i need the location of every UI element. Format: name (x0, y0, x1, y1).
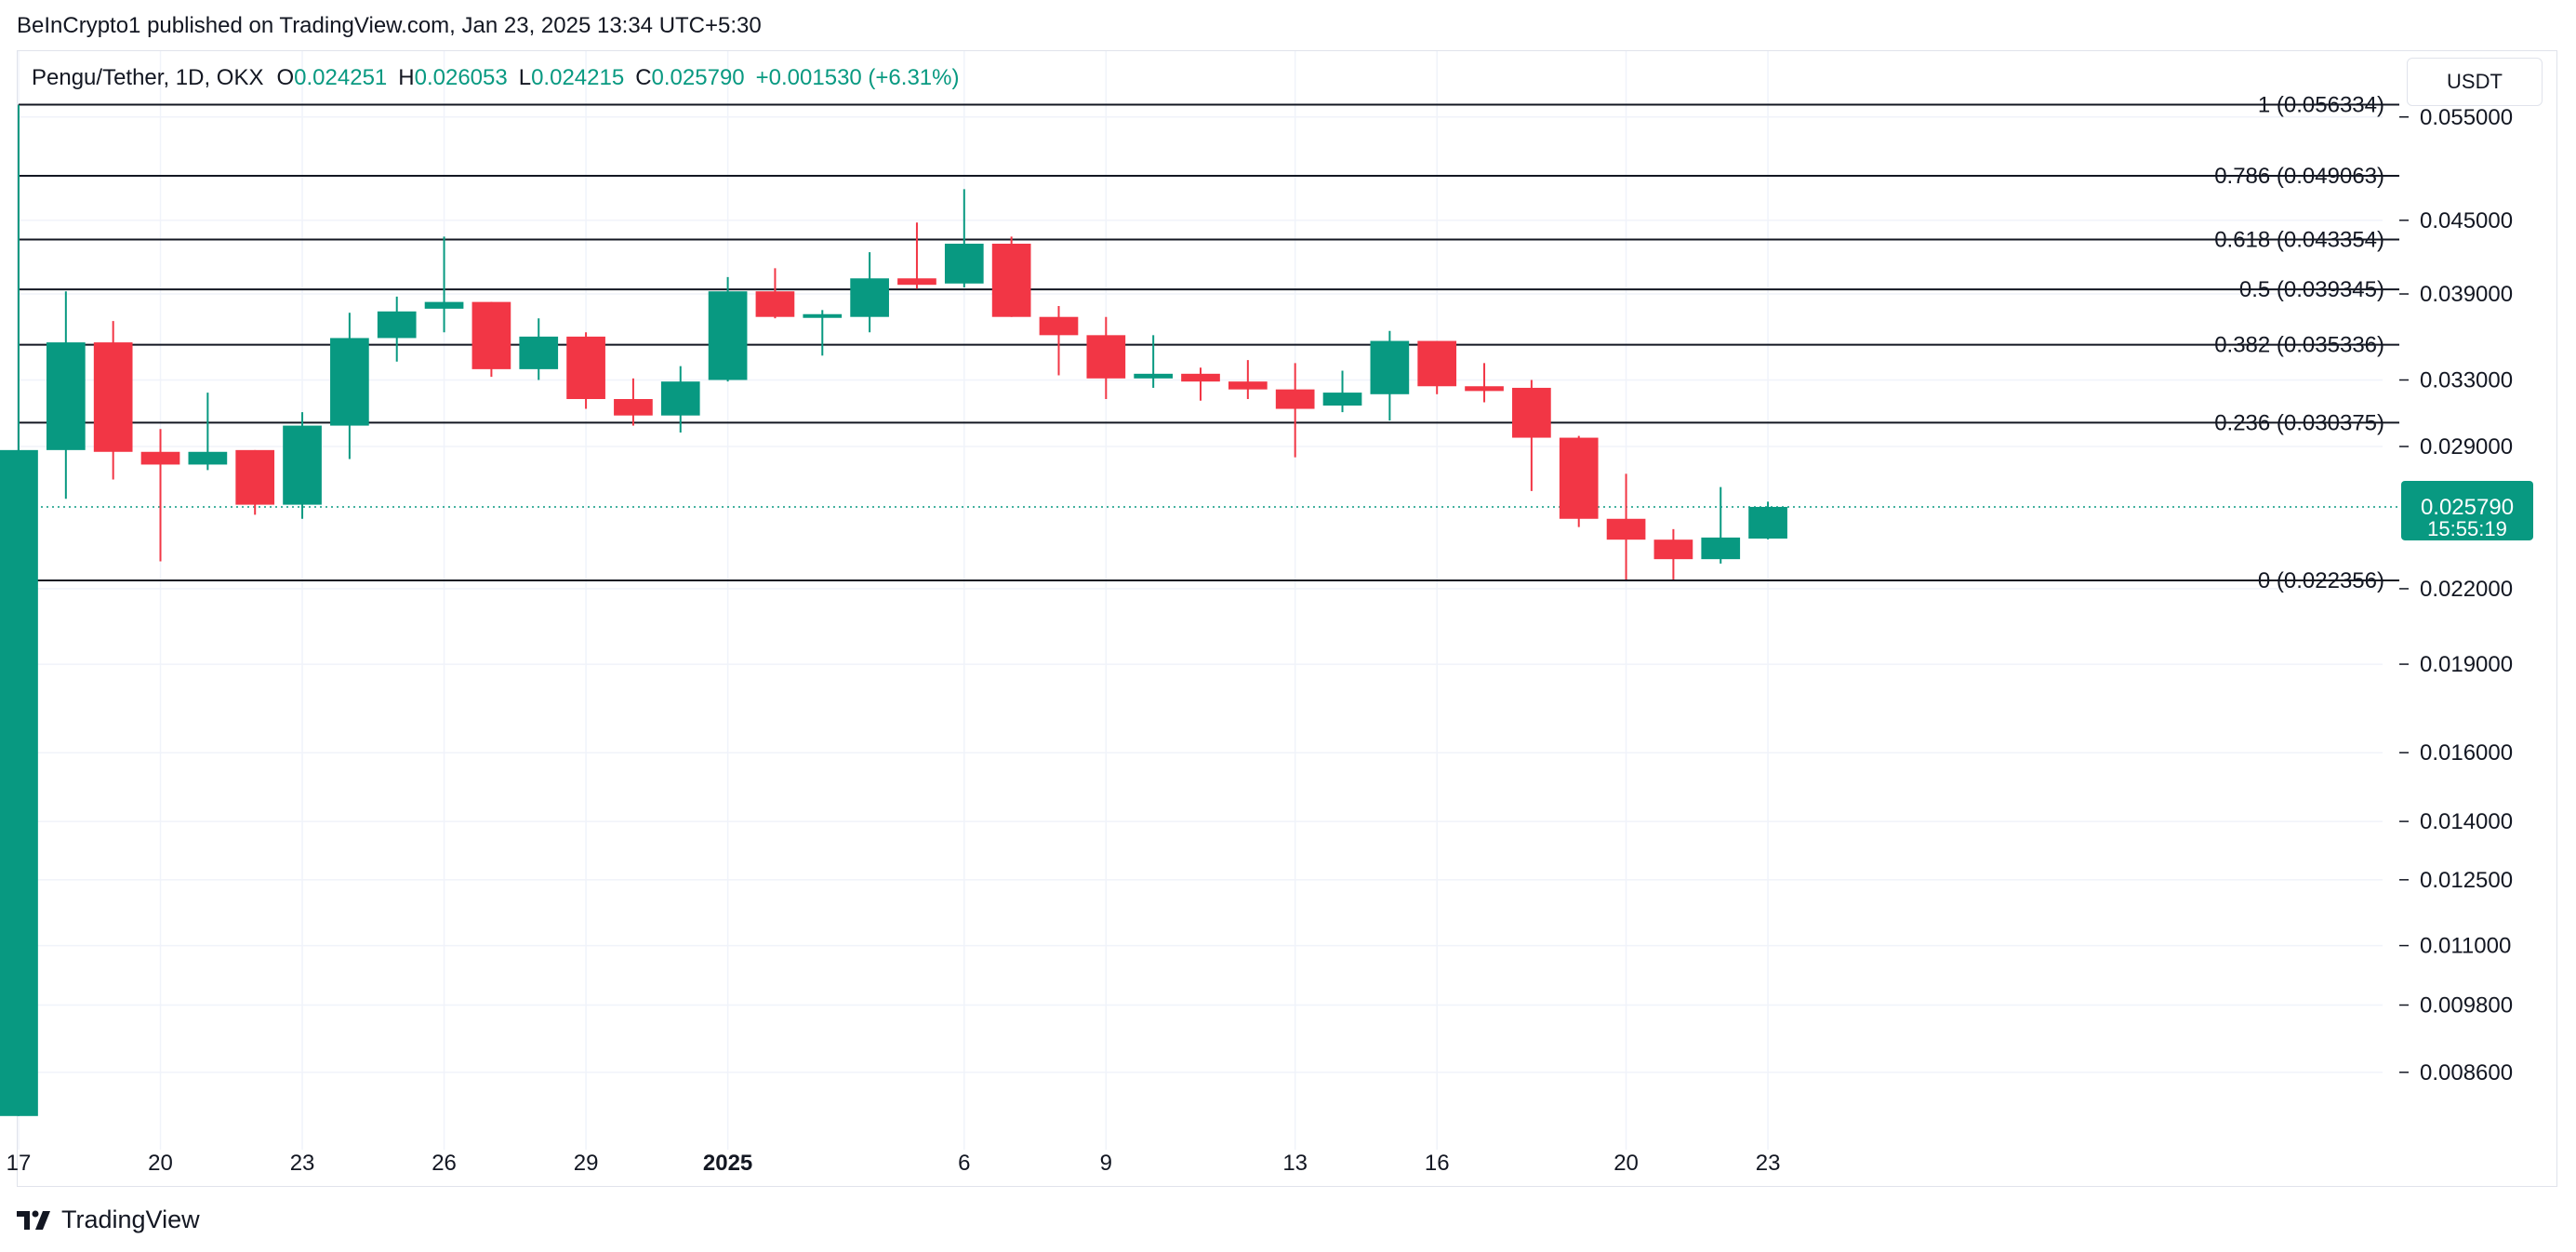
fib-label-6: 0 (0.022356) (2258, 568, 2384, 593)
candle-body-28 (1322, 393, 1362, 406)
candle-body-3 (140, 451, 180, 465)
fib-label-4: 0.382 (0.035336) (2214, 333, 2384, 358)
candle-body-0 (0, 449, 38, 1116)
candle-body-27 (1275, 389, 1315, 409)
candle-body-25 (1181, 373, 1220, 382)
open-value: 0.024251 (294, 65, 388, 90)
tradingview-logo-icon (17, 1210, 50, 1230)
fibonacci-retracement: 1 (0.056334) 0.786 (0.049063) 0.618 (0.043… (18, 92, 2399, 593)
symbol-label[interactable]: Pengu/Tether, 1D, OKX (32, 65, 264, 90)
x-tick-label-7: 9 (1100, 1151, 1112, 1176)
candle-body-19 (897, 278, 936, 286)
tradingview-footer[interactable]: TradingView (17, 1205, 200, 1234)
y-tick-label-10: 0.011000 (2420, 934, 2511, 959)
y-tick-label-4: 0.029000 (2420, 434, 2513, 460)
candle-body-4 (188, 451, 228, 465)
x-tick-label-3: 26 (432, 1151, 457, 1176)
y-tick-label-7: 0.016000 (2420, 740, 2513, 766)
y-tick-label-3: 0.033000 (2420, 367, 2513, 393)
candle-body-34 (1606, 518, 1646, 540)
candle-body-6 (283, 425, 322, 505)
y-tick-label-8: 0.014000 (2420, 809, 2513, 834)
candle-body-22 (1039, 316, 1079, 336)
attribution-text: BeInCrypto1 published on TradingView.com… (17, 13, 762, 38)
candle-body-20 (944, 243, 984, 284)
low-value: 0.024215 (531, 65, 625, 90)
candle-body-33 (1559, 437, 1599, 519)
x-tick-label-9: 16 (1425, 1151, 1450, 1176)
candle-body-32 (1512, 387, 1551, 438)
price-badge-bg (2401, 480, 2533, 540)
high-value: 0.026053 (414, 65, 508, 90)
high-label: H (398, 65, 415, 90)
x-tick-label-11: 23 (1756, 1151, 1781, 1176)
price-badge-value: 0.025790 (2421, 495, 2514, 520)
candle-body-17 (803, 313, 843, 318)
fib-label-1: 0.786 (0.049063) (2214, 164, 2384, 189)
fib-label-2: 0.618 (0.043354) (2214, 227, 2384, 252)
y-tick-label-9: 0.012500 (2420, 868, 2513, 893)
ohlc-legend: Pengu/Tether, 1D, OKX O0.024251 H0.026053 L… (32, 65, 970, 91)
candle-body-11 (519, 336, 559, 369)
low-label: L (518, 65, 532, 90)
y-tick-label-11: 0.009800 (2420, 993, 2513, 1019)
candle-body-1 (46, 342, 86, 450)
x-tick-label-0: 17 (7, 1151, 32, 1176)
candle-body-7 (330, 338, 369, 426)
x-tick-label-5: 2025 (703, 1151, 752, 1176)
candle-body-18 (850, 278, 889, 317)
y-tick-label-5: 0.022000 (2420, 577, 2513, 602)
candle-body-29 (1370, 340, 1410, 394)
time-axis: 17 20 23 26 29 2025 6 9 13 16 20 23 (7, 1151, 1781, 1176)
candle-body-5 (235, 449, 275, 505)
candle-body-21 (991, 243, 1031, 317)
candle-body-10 (471, 301, 511, 369)
candle-body-13 (614, 399, 653, 416)
tradingview-brand: TradingView (61, 1205, 200, 1233)
y-tick-label-1: 0.045000 (2420, 208, 2513, 233)
candle-body-36 (1701, 537, 1741, 560)
y-tick-label-2: 0.039000 (2420, 282, 2513, 307)
open-label: O (276, 65, 295, 90)
candle-body-24 (1134, 373, 1174, 379)
candle-body-26 (1228, 381, 1268, 390)
candle-body-31 (1465, 386, 1504, 392)
candle-body-23 (1086, 335, 1126, 379)
change-value: +0.001530 (+6.31%) (755, 65, 960, 90)
candle-body-8 (377, 311, 417, 339)
fib-label-3: 0.5 (0.039345) (2239, 277, 2384, 302)
currency-button[interactable]: USDT (2407, 58, 2543, 106)
fib-label-0: 1 (0.056334) (2258, 92, 2384, 117)
y-tick-label-12: 0.008600 (2420, 1060, 2513, 1086)
candle-body-16 (755, 291, 795, 317)
x-tick-label-6: 6 (958, 1151, 970, 1176)
close-value: 0.025790 (651, 65, 745, 90)
candle-body-15 (708, 291, 748, 380)
x-tick-label-1: 20 (148, 1151, 173, 1176)
candle-body-35 (1653, 539, 1693, 560)
candle-body-30 (1417, 340, 1457, 387)
grid-layer (18, 51, 2383, 1150)
candle-body-12 (566, 336, 605, 400)
x-tick-label-2: 23 (290, 1151, 315, 1176)
fib-label-5: 0.236 (0.030375) (2214, 410, 2384, 435)
candle-body-9 (424, 301, 464, 309)
price-axis: 0.055000 0.045000 0.039000 0.033000 0.029000… (2399, 105, 2513, 1086)
close-label: C (635, 65, 652, 90)
price-badge-countdown: 15:55:19 (2427, 517, 2507, 540)
candle-body-2 (93, 342, 133, 452)
candle-body-37 (1748, 506, 1787, 539)
y-tick-label-6: 0.019000 (2420, 652, 2513, 677)
candle-body-14 (660, 381, 700, 416)
candles (0, 104, 1787, 1116)
x-tick-label-4: 29 (574, 1151, 599, 1176)
y-tick-label-0: 0.055000 (2420, 105, 2513, 130)
x-tick-label-8: 13 (1282, 1151, 1308, 1176)
x-tick-label-10: 20 (1613, 1151, 1639, 1176)
